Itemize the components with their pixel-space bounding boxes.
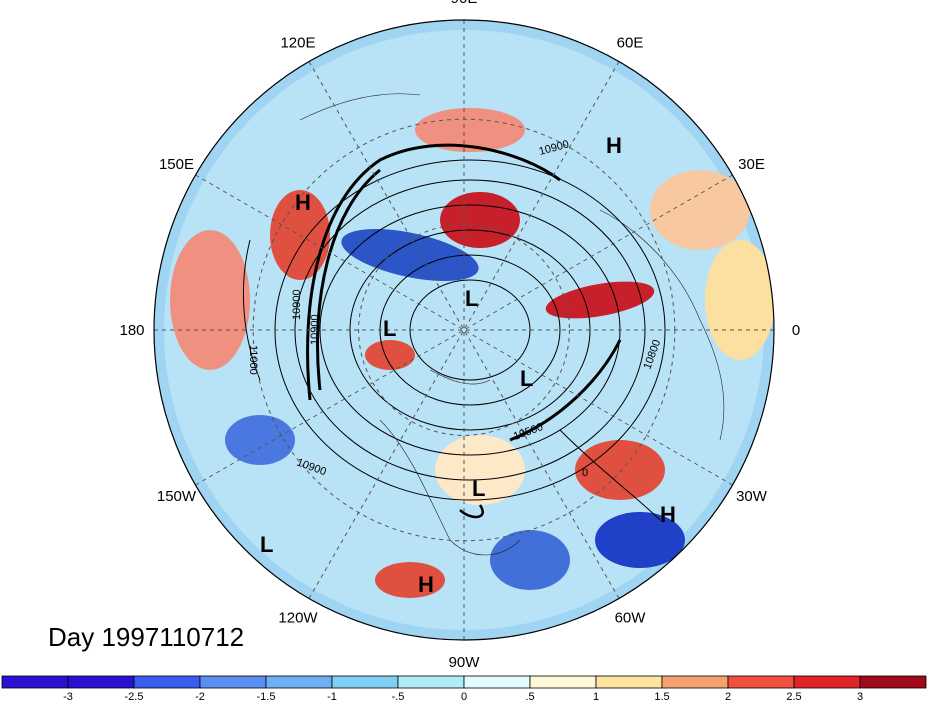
colorbar-swatch bbox=[331, 675, 399, 689]
low-center-marker: L bbox=[383, 316, 396, 341]
longitude-label: 150W bbox=[157, 488, 197, 505]
colorbar-tick-label: -2.5 bbox=[125, 691, 144, 702]
colorbar-swatch bbox=[67, 675, 135, 689]
contour-label: 10900 bbox=[309, 314, 321, 345]
figure-title: Day 1997110712 bbox=[48, 622, 244, 652]
high-center-marker: H bbox=[418, 572, 434, 597]
longitude-labels: 90E 60E 30E 0 30W 60W 90W 120W 150W 180 150E 120E bbox=[119, 0, 800, 671]
longitude-label: 90W bbox=[449, 654, 481, 671]
colorbar-swatch bbox=[463, 675, 531, 689]
colorbar-swatch bbox=[793, 675, 861, 689]
colorbar-swatch bbox=[661, 675, 729, 689]
longitude-label: 30E bbox=[738, 156, 765, 173]
longitude-label: 60E bbox=[617, 34, 644, 51]
colorbar bbox=[1, 675, 927, 689]
longitude-label: 30W bbox=[736, 488, 768, 505]
colorbar-swatch bbox=[859, 675, 927, 689]
contour-label-group: 10900 10900 11000 10900 10800 10500 1090… bbox=[247, 138, 663, 479]
colorbar-tick-label: 2.5 bbox=[786, 691, 801, 702]
colorbar-swatch bbox=[727, 675, 795, 689]
contour-label: 11000 bbox=[247, 345, 259, 375]
high-center-marker: H bbox=[606, 133, 622, 158]
colorbar-tick-label: -1.5 bbox=[257, 691, 276, 702]
low-center-marker: L bbox=[260, 532, 273, 557]
colorbar-tick-label: 0 bbox=[461, 691, 467, 702]
graticule bbox=[154, 20, 774, 640]
colorbar-tick-label: -.5 bbox=[392, 691, 405, 702]
high-center-marker: H bbox=[660, 502, 676, 527]
colorbar-tick-label: -1 bbox=[327, 691, 337, 702]
colorbar-tick-label: 2 bbox=[725, 691, 731, 702]
colorbar-swatch bbox=[529, 675, 597, 689]
contour-label: 10900 bbox=[291, 289, 303, 320]
longitude-label: 180 bbox=[119, 322, 144, 339]
colorbar-tick-label: -2 bbox=[195, 691, 205, 702]
longitude-label: 120W bbox=[278, 610, 318, 627]
longitude-label: 60W bbox=[615, 610, 647, 627]
low-center-marker: L bbox=[472, 476, 485, 501]
colorbar-tick-label: 1.5 bbox=[654, 691, 669, 702]
contour-label: 0 bbox=[582, 467, 588, 479]
colorbar-swatch bbox=[1, 675, 69, 689]
latitude-circle bbox=[358, 224, 570, 436]
high-center-marker: H bbox=[295, 190, 311, 215]
colorbar-swatch bbox=[133, 675, 201, 689]
colorbar-swatch bbox=[199, 675, 267, 689]
longitude-label: 150E bbox=[159, 156, 194, 173]
colorbar-tick-label: -3 bbox=[63, 691, 73, 702]
low-center-marker: L bbox=[520, 366, 533, 391]
longitude-label: 0 bbox=[792, 322, 800, 339]
colorbar-labels: -3 -2.5 -2 -1.5 -1 -.5 0 .5 1 1.5 2 2.5 3 bbox=[63, 691, 863, 702]
colorbar-swatch bbox=[265, 675, 333, 689]
colorbar-tick-label: 1 bbox=[593, 691, 599, 702]
longitude-label: 90E bbox=[451, 0, 478, 7]
colorbar-swatch bbox=[397, 675, 465, 689]
colorbar-swatch bbox=[595, 675, 663, 689]
colorbar-tick-label: 3 bbox=[857, 691, 863, 702]
colorbar-tick-label: .5 bbox=[525, 691, 534, 702]
map-boundary bbox=[153, 19, 775, 641]
longitude-label: 120E bbox=[280, 34, 315, 51]
low-center-marker: L bbox=[465, 286, 478, 311]
pressure-centers: H H L L L L H L H bbox=[260, 133, 676, 597]
latitude-circle bbox=[252, 118, 676, 542]
